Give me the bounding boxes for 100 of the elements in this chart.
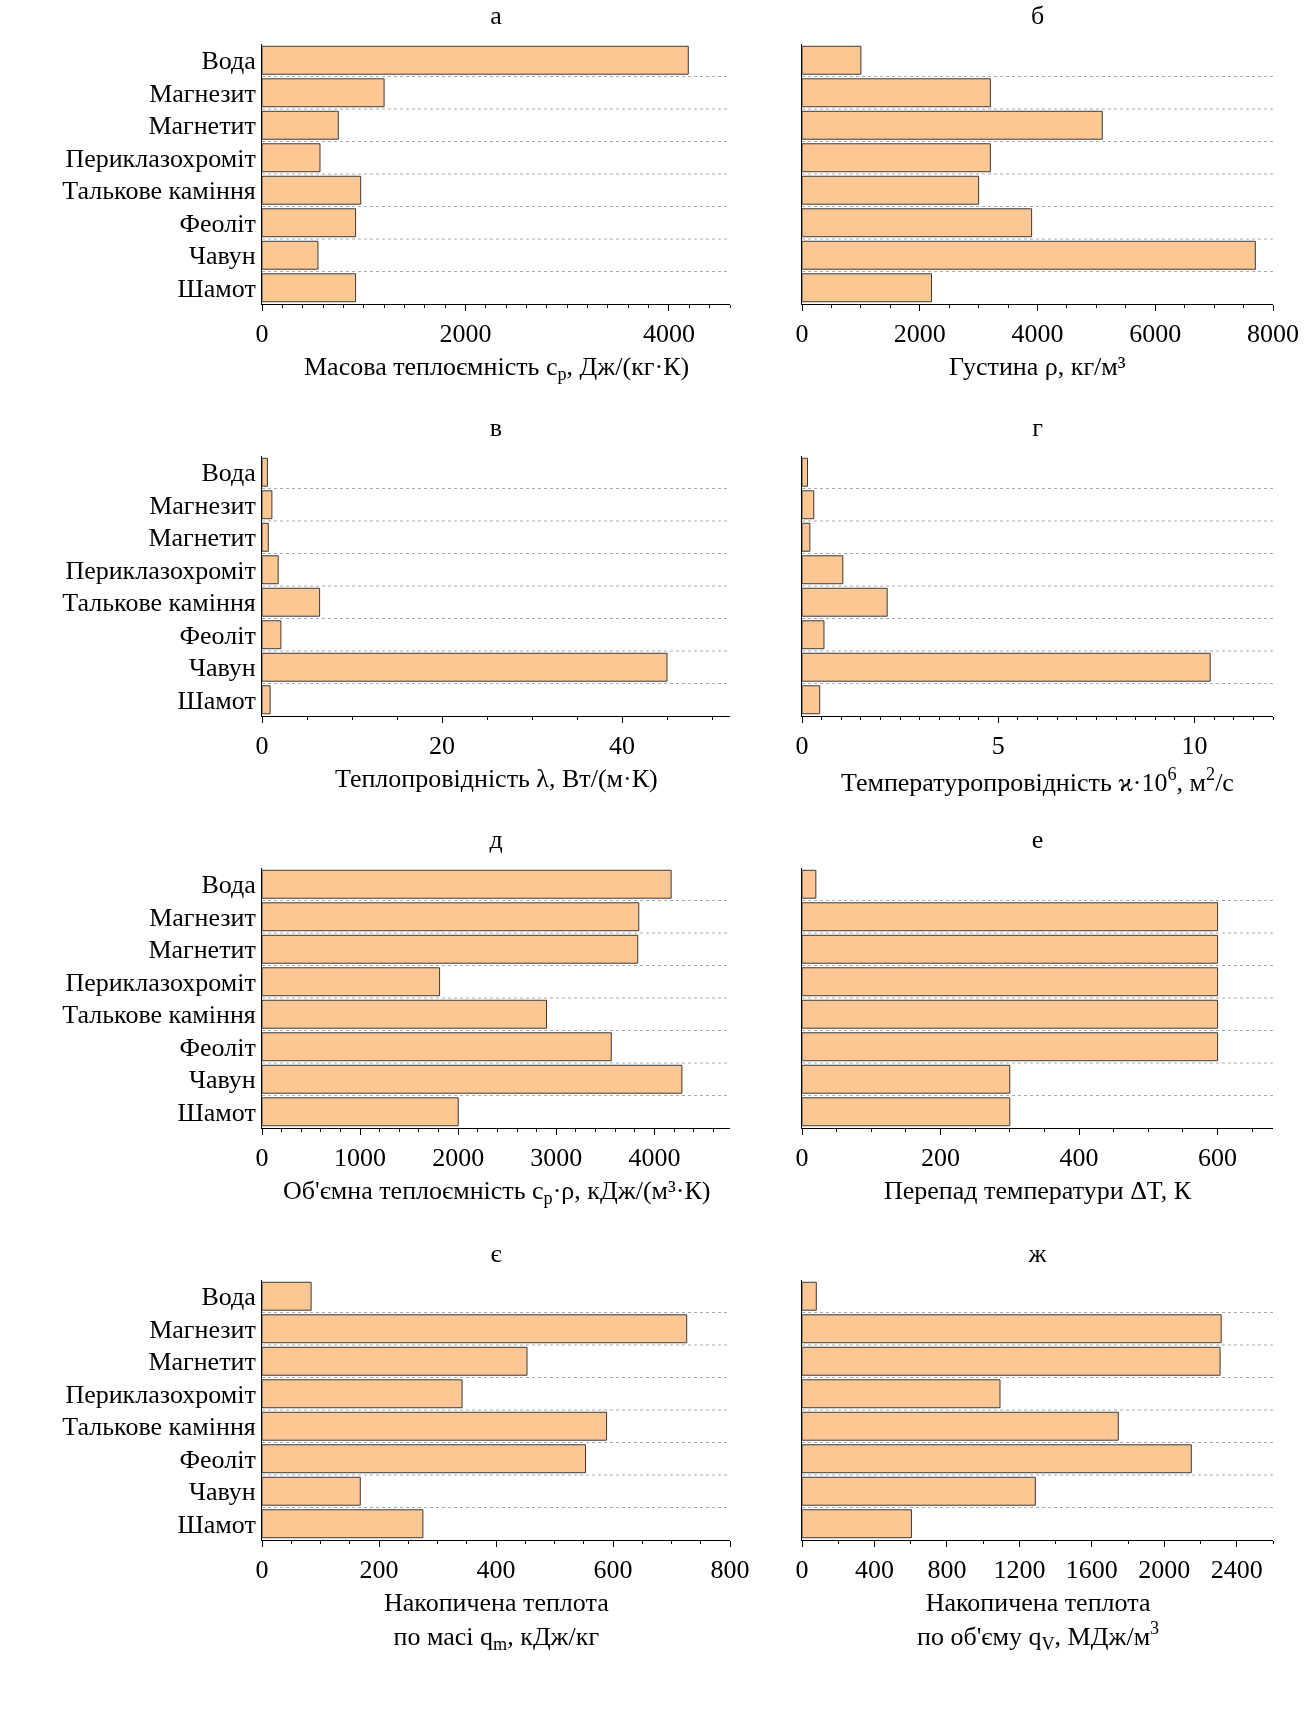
bar <box>262 240 319 270</box>
x-tick-label: 0 <box>255 731 269 761</box>
x-tick-label: 40 <box>609 731 635 761</box>
bar <box>262 1097 459 1127</box>
x-tick-label: 0 <box>795 731 809 761</box>
bar <box>262 208 357 238</box>
x-tick-label: 0 <box>255 319 269 349</box>
bar <box>262 967 441 997</box>
bar <box>262 1379 463 1409</box>
x-tick-label: 800 <box>710 1555 750 1585</box>
bar <box>802 1411 1119 1441</box>
x-tick-label: 200 <box>359 1555 399 1585</box>
x-tick-label: 10 <box>1181 731 1208 761</box>
bar <box>802 1444 1192 1474</box>
bar <box>802 652 1211 682</box>
bar <box>262 110 339 140</box>
bar <box>802 1509 912 1539</box>
x-axis-title: Теплопровідність λ, Вт/(м·К) <box>335 764 658 793</box>
y-tick-label: Чавун <box>189 1477 256 1507</box>
y-tick-label: Магнезит <box>149 490 256 520</box>
bar <box>802 1032 1219 1062</box>
bar <box>262 652 668 682</box>
x-tick-label: 400 <box>854 1555 894 1585</box>
y-tick-label: Чавун <box>189 241 256 271</box>
bar <box>802 1064 1011 1094</box>
y-tick-label: Чавун <box>189 1065 256 1095</box>
y-tick-label: Магнетит <box>148 935 256 965</box>
chart-title: в <box>489 413 503 443</box>
x-tick-label: 600 <box>593 1555 633 1585</box>
x-axis-title: Перепад температури ΔT, К <box>884 1176 1192 1205</box>
x-tick-label: 4000 <box>1011 319 1064 349</box>
y-tick-label: Феоліт <box>179 620 256 650</box>
bar <box>802 175 980 205</box>
y-tick-label: Талькове каміння <box>62 176 256 206</box>
bar <box>262 999 548 1029</box>
x-axis-title: Об'ємна теплоємність c$_{p}$·ρ, кДж/(м³·К) <box>283 1176 711 1209</box>
x-tick-label: 8000 <box>1247 319 1299 349</box>
chart-title: є <box>490 1238 502 1268</box>
bar <box>802 869 817 899</box>
bar <box>262 78 385 108</box>
bar <box>262 869 672 899</box>
bar <box>262 175 362 205</box>
bar <box>802 1281 817 1311</box>
bar <box>802 490 815 520</box>
bar <box>262 1064 683 1094</box>
bar <box>802 240 1256 270</box>
x-tick-label: 2000 <box>439 319 492 349</box>
bar <box>262 1444 587 1474</box>
bar <box>802 934 1219 964</box>
x-tick-label: 800 <box>927 1555 967 1585</box>
bar <box>802 78 991 108</box>
y-tick-label: Магнетит <box>148 111 256 141</box>
bar <box>262 1281 312 1311</box>
x-tick-label: 4000 <box>642 319 695 349</box>
bar <box>802 620 825 650</box>
x-axis-title: Температуропровідність ϰ·10$^{6}$, м$^{2}$/с <box>841 764 1234 797</box>
bar <box>802 45 862 75</box>
bar <box>262 143 321 173</box>
y-tick-label: Талькове каміння <box>62 1412 256 1442</box>
x-tick-label: 600 <box>1198 1143 1238 1173</box>
y-tick-label: Феоліт <box>179 1444 256 1474</box>
bar <box>262 902 640 932</box>
bar <box>262 934 639 964</box>
x-tick-label: 1000 <box>334 1143 387 1173</box>
y-tick-label: Талькове каміння <box>62 1000 256 1030</box>
x-tick-label: 0 <box>795 1143 809 1173</box>
y-tick-label: Периклазохроміт <box>65 143 256 173</box>
x-axis-title: Густина ρ, кг/м³ <box>949 352 1126 381</box>
x-axis-title: Масова теплоємність c$_{p}$, Дж/(кг·К) <box>304 352 690 385</box>
bar <box>262 45 689 75</box>
bar <box>262 1411 608 1441</box>
bar <box>802 685 821 715</box>
bar <box>802 208 1033 238</box>
chart-title: а <box>490 1 503 31</box>
x-tick-label: 400 <box>476 1555 516 1585</box>
x-tick-label: 1600 <box>1065 1555 1118 1585</box>
x-tick-label: 5 <box>991 731 1005 761</box>
x-tick-label: 4000 <box>628 1143 681 1173</box>
y-tick-label: Магнезит <box>149 1314 256 1344</box>
bar <box>262 587 321 617</box>
y-tick-label: Периклазохроміт <box>65 1379 256 1409</box>
y-tick-label: Шамот <box>177 685 256 715</box>
bar <box>262 1476 361 1506</box>
bar <box>262 1346 528 1376</box>
x-tick-label: 2400 <box>1210 1555 1263 1585</box>
bar <box>802 587 888 617</box>
bar <box>802 1097 1011 1127</box>
chart-title: ж <box>1027 1238 1048 1268</box>
y-tick-label: Вода <box>201 1282 257 1312</box>
chart-title: д <box>489 825 503 855</box>
chart-title: г <box>1032 413 1043 443</box>
bar <box>802 1314 1222 1344</box>
bar <box>262 555 279 585</box>
bar <box>262 273 357 303</box>
bar <box>262 457 268 487</box>
y-tick-label: Талькове каміння <box>62 588 256 618</box>
bar <box>262 1032 612 1062</box>
bar <box>802 1379 1001 1409</box>
x-tick-label: 3000 <box>530 1143 583 1173</box>
y-tick-label: Магнетит <box>148 523 256 553</box>
